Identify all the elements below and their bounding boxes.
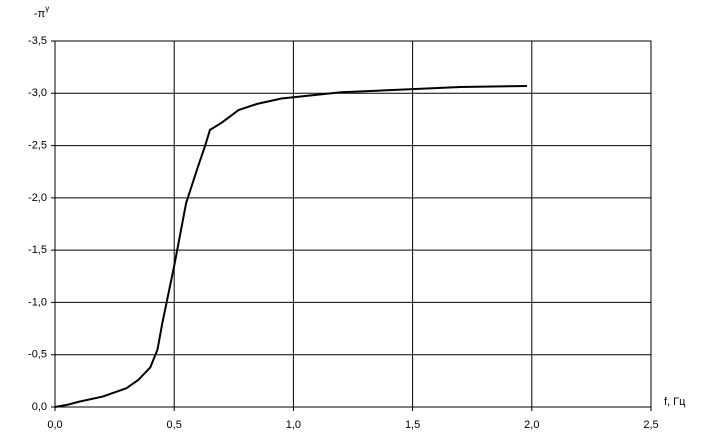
y-axis-label-main: -π xyxy=(34,8,46,20)
x-tick-label: 2,0 xyxy=(524,419,539,431)
x-tick-label: 0,0 xyxy=(47,419,62,431)
y-tick-label: -1,0 xyxy=(28,296,47,308)
x-tick-label: 1,0 xyxy=(286,419,301,431)
x-tick-label: 1,5 xyxy=(405,419,420,431)
y-tick-label: -3,5 xyxy=(28,35,47,47)
y-tick-label: 0,0 xyxy=(32,401,47,413)
x-tick-label: 0,5 xyxy=(167,419,182,431)
y-tick-label: -3,0 xyxy=(28,87,47,99)
x-tick-label: 2,5 xyxy=(643,419,658,431)
line xyxy=(54,84,528,408)
y-tick-label: -2,5 xyxy=(28,139,47,151)
plot-border xyxy=(54,40,652,408)
y-axis-label: -πγ xyxy=(34,4,49,20)
y-tick-label: -1,5 xyxy=(28,244,47,256)
y-axis-label-superscript: γ xyxy=(45,4,49,13)
y-tick-label: -0,5 xyxy=(28,349,47,361)
x-axis-label: f, Гц xyxy=(664,396,686,408)
y-tick-label: -2,0 xyxy=(28,192,47,204)
